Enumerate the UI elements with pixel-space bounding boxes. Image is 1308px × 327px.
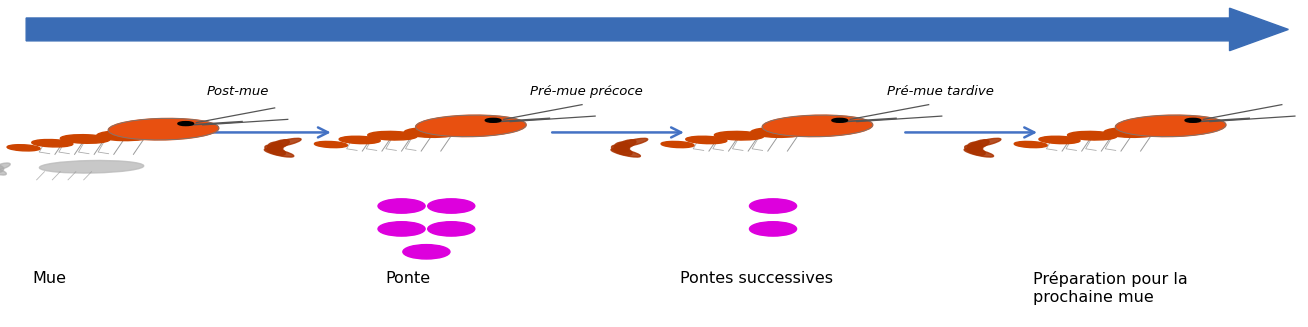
Ellipse shape xyxy=(661,141,695,148)
Text: Pré-mue tardive: Pré-mue tardive xyxy=(887,85,994,98)
Ellipse shape xyxy=(967,142,982,153)
Ellipse shape xyxy=(268,140,289,150)
Ellipse shape xyxy=(965,145,985,155)
Ellipse shape xyxy=(749,222,797,236)
Ellipse shape xyxy=(0,165,4,173)
Ellipse shape xyxy=(403,245,450,259)
Ellipse shape xyxy=(378,199,425,213)
Ellipse shape xyxy=(368,131,417,140)
Ellipse shape xyxy=(1039,136,1080,144)
Ellipse shape xyxy=(1185,118,1201,122)
Ellipse shape xyxy=(0,168,7,175)
Ellipse shape xyxy=(60,135,110,143)
Text: Ponte: Ponte xyxy=(386,271,430,286)
Ellipse shape xyxy=(1104,128,1159,137)
Ellipse shape xyxy=(749,199,797,213)
Ellipse shape xyxy=(832,118,848,122)
Ellipse shape xyxy=(428,222,475,236)
Text: Post-mue: Post-mue xyxy=(207,85,269,98)
Ellipse shape xyxy=(264,149,294,157)
Ellipse shape xyxy=(613,142,629,153)
Ellipse shape xyxy=(968,140,989,150)
Ellipse shape xyxy=(97,131,152,141)
Ellipse shape xyxy=(964,149,994,157)
Ellipse shape xyxy=(612,145,632,155)
Text: Pré-mue précoce: Pré-mue précoce xyxy=(530,85,642,98)
Text: Pontes successives: Pontes successives xyxy=(680,271,833,286)
Ellipse shape xyxy=(763,115,872,137)
Ellipse shape xyxy=(714,131,764,140)
Ellipse shape xyxy=(266,145,285,155)
Ellipse shape xyxy=(39,161,144,173)
Ellipse shape xyxy=(0,163,10,170)
FancyArrow shape xyxy=(26,8,1288,51)
Ellipse shape xyxy=(7,145,41,151)
Ellipse shape xyxy=(339,136,381,144)
Ellipse shape xyxy=(485,118,501,122)
Ellipse shape xyxy=(416,115,526,137)
Ellipse shape xyxy=(428,199,475,213)
Ellipse shape xyxy=(314,141,348,148)
Ellipse shape xyxy=(615,140,636,150)
Text: Préparation pour la
prochaine mue: Préparation pour la prochaine mue xyxy=(1033,271,1188,305)
Ellipse shape xyxy=(1014,141,1048,148)
Ellipse shape xyxy=(178,122,194,126)
Ellipse shape xyxy=(1067,131,1117,140)
Ellipse shape xyxy=(619,138,647,147)
Ellipse shape xyxy=(1116,115,1226,137)
Ellipse shape xyxy=(272,138,301,147)
Ellipse shape xyxy=(685,136,727,144)
Ellipse shape xyxy=(751,128,806,137)
Ellipse shape xyxy=(31,140,73,147)
Ellipse shape xyxy=(109,118,218,140)
Ellipse shape xyxy=(611,149,641,157)
Ellipse shape xyxy=(378,222,425,236)
Text: Mue: Mue xyxy=(33,271,67,286)
Ellipse shape xyxy=(972,138,1001,147)
Ellipse shape xyxy=(267,142,283,153)
Ellipse shape xyxy=(404,128,459,137)
